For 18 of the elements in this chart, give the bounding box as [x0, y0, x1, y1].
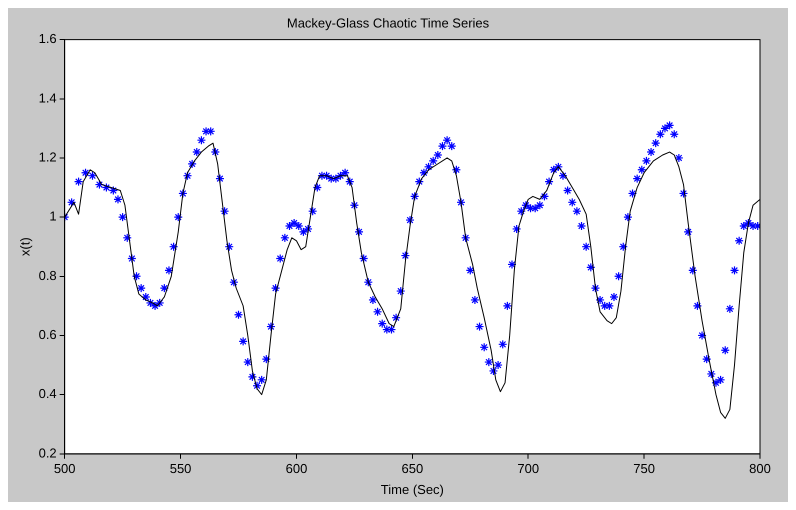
- y-tick-label: 1: [49, 208, 57, 224]
- y-tick-label: 0.4: [38, 386, 57, 402]
- y-tick-label: 1.4: [38, 90, 57, 106]
- y-tick-label: 1.6: [38, 31, 57, 46]
- chart-title: Mackey-Glass Chaotic Time Series: [286, 15, 490, 30]
- y-axis-title: x(t): [17, 237, 32, 256]
- x-tick-label: 750: [633, 461, 655, 476]
- x-tick-label: 800: [749, 461, 771, 476]
- y-tick-label: 1.2: [38, 150, 57, 165]
- y-tick-label: 0.8: [38, 268, 57, 283]
- x-tick-label: 650: [401, 461, 424, 476]
- x-axis-title: Time (Sec): [380, 482, 444, 497]
- x-tick-label: 700: [517, 461, 540, 476]
- x-tick-label: 500: [54, 461, 76, 476]
- x-tick-label: 600: [286, 461, 308, 476]
- y-tick-label: 0.6: [38, 327, 57, 342]
- x-tick-label: 550: [170, 461, 192, 476]
- y-tick-label: 0.2: [38, 445, 57, 460]
